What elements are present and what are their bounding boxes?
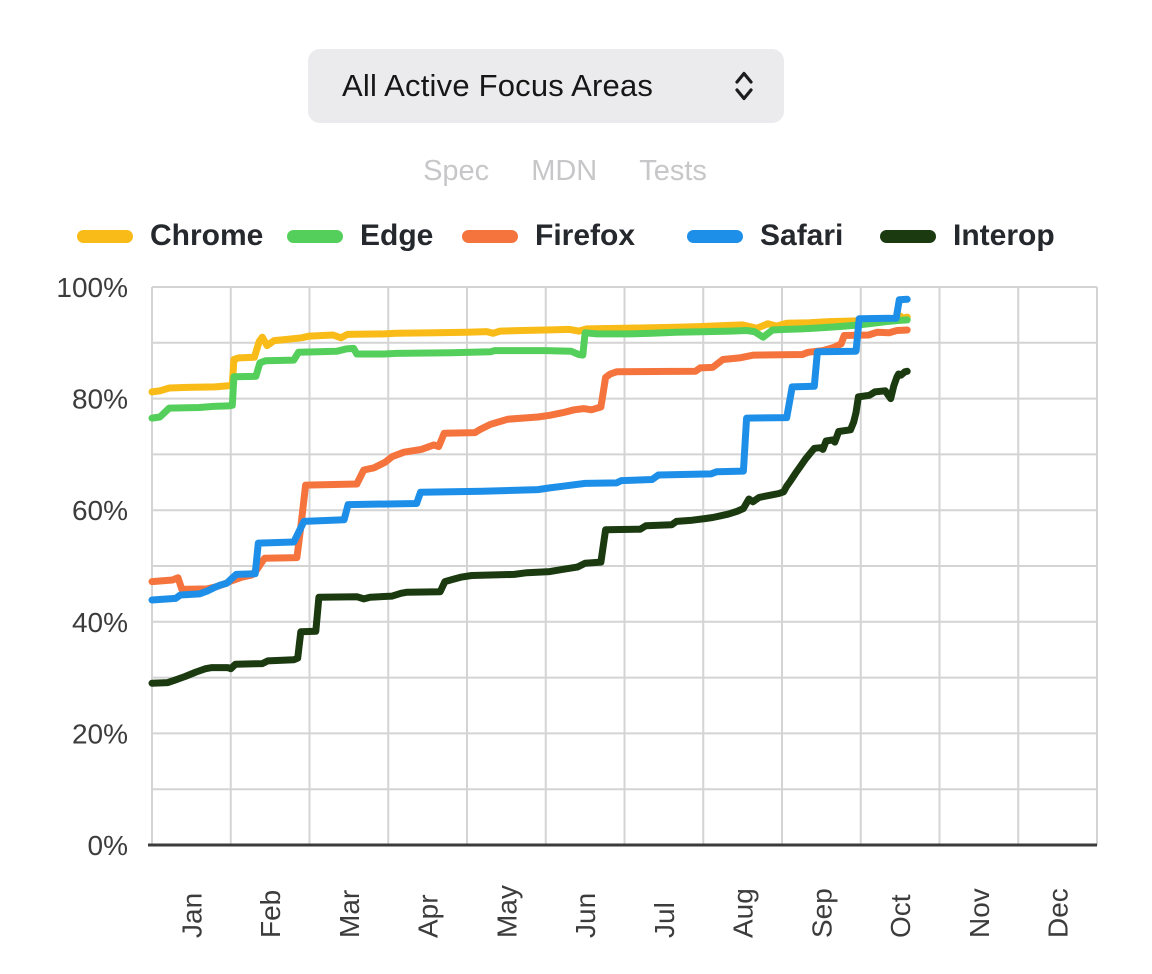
legend-item-chrome[interactable]: Chrome <box>77 219 263 253</box>
series-line-chrome[interactable] <box>148 312 911 396</box>
tests-link[interactable]: Tests <box>639 155 707 187</box>
x-axis-label: Mar <box>334 890 365 938</box>
x-axis-label: Feb <box>255 890 286 938</box>
legend-label: Firefox <box>535 219 636 252</box>
x-axis-label: May <box>491 885 522 938</box>
series-line-edge[interactable] <box>148 316 911 422</box>
legend-label: Interop <box>953 219 1055 252</box>
focus-area-select[interactable]: All Active Focus Areas <box>308 49 784 123</box>
x-axis-label: Apr <box>413 894 444 938</box>
y-axis-label: 100% <box>56 272 128 303</box>
series-line-interop[interactable] <box>148 367 911 687</box>
y-axis-label: 60% <box>72 495 128 526</box>
focus-area-selected-value: All Active Focus Areas <box>342 68 654 103</box>
x-axis-label: Aug <box>728 888 759 938</box>
firefox-series-swatch <box>462 229 518 243</box>
legend-label: Chrome <box>150 219 264 252</box>
x-axis-label: Sep <box>806 888 837 938</box>
chrome-series-swatch <box>77 229 133 243</box>
legend-item-firefox[interactable]: Firefox <box>462 219 635 253</box>
mdn-link[interactable]: MDN <box>531 155 598 187</box>
x-axis-label: Nov <box>964 888 995 938</box>
safari-series-swatch <box>687 229 743 243</box>
x-axis-label: Jul <box>649 902 680 938</box>
legend-item-interop[interactable]: Interop <box>880 219 1055 253</box>
legend-item-edge[interactable]: Edge <box>287 219 433 253</box>
series-line-safari[interactable] <box>148 295 911 604</box>
legend-label: Safari <box>760 219 844 252</box>
legend-item-safari[interactable]: Safari <box>687 219 843 253</box>
spec-link[interactable]: Spec <box>423 155 490 187</box>
y-axis-label: 20% <box>72 718 128 749</box>
x-axis-label: Jun <box>570 893 601 938</box>
y-axis-label: 80% <box>72 384 128 415</box>
chart-legend: Chrome Edge Firefox Safari Interop <box>0 219 1152 253</box>
edge-series-swatch <box>287 229 343 243</box>
x-axis-label: Dec <box>1043 888 1074 938</box>
interop-series-swatch <box>880 229 936 243</box>
legend-label: Edge <box>360 219 434 252</box>
y-axis-label: 40% <box>72 607 128 638</box>
view-links-row: Spec MDN Tests <box>0 155 1130 188</box>
x-axis-label: Oct <box>885 894 916 938</box>
series-line-firefox[interactable] <box>148 326 911 593</box>
up-down-chevron-icon <box>735 71 753 101</box>
y-axis-label: 0% <box>88 830 128 861</box>
x-axis-label: Jan <box>176 893 207 938</box>
